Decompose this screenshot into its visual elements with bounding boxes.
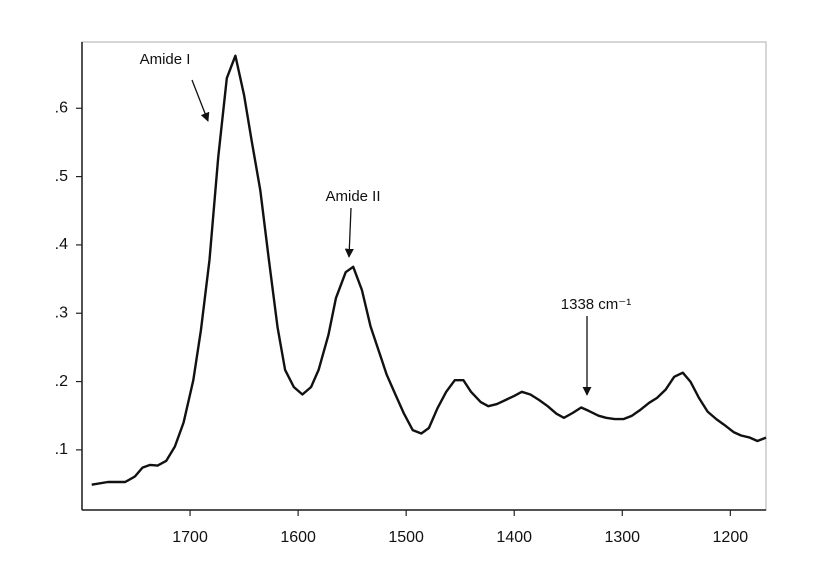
x-tick-label: 1200 bbox=[713, 529, 749, 546]
annotation: 1338 cm⁻¹ bbox=[561, 296, 631, 313]
annotation: Amide I bbox=[140, 51, 191, 68]
y-tick-label: .2 bbox=[55, 373, 68, 390]
spectrum-line bbox=[91, 54, 767, 486]
y-tick-label: .3 bbox=[55, 304, 68, 321]
plot-frame bbox=[81, 41, 767, 511]
y-tick-label: .1 bbox=[55, 441, 68, 458]
annotation-arrow bbox=[344, 207, 354, 258]
x-tick-label: 1600 bbox=[280, 529, 316, 546]
annotation: Amide II bbox=[325, 188, 380, 205]
x-tick-label: 1400 bbox=[496, 529, 532, 546]
y-tick-label: .5 bbox=[55, 168, 68, 185]
y-tick-label: .4 bbox=[55, 236, 68, 253]
y-tick-label: .6 bbox=[55, 99, 68, 116]
x-tick-label: 1300 bbox=[604, 529, 640, 546]
x-tick-label: 1700 bbox=[172, 529, 208, 546]
annotation-arrow bbox=[191, 79, 210, 122]
x-tick-label: 1500 bbox=[388, 529, 424, 546]
